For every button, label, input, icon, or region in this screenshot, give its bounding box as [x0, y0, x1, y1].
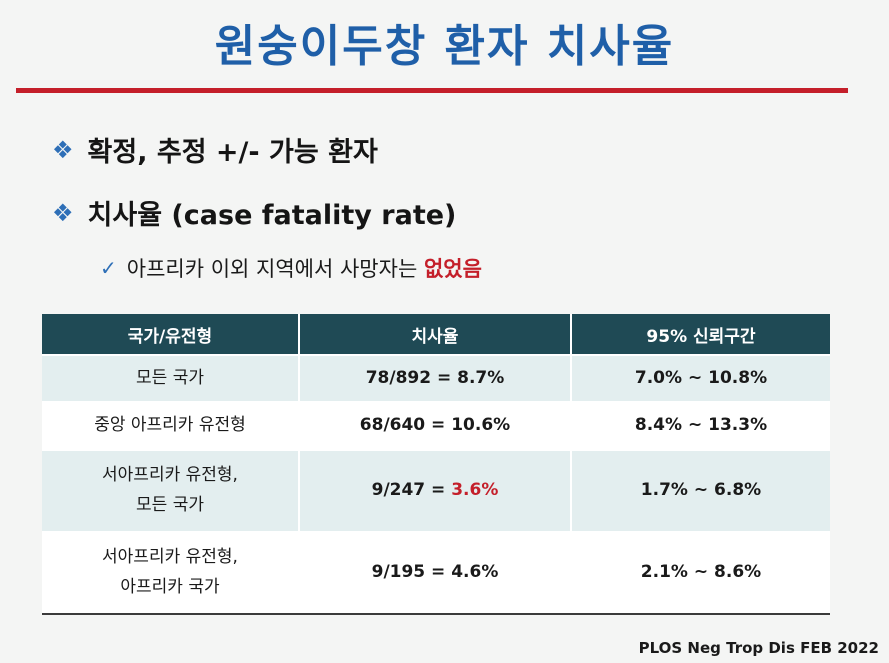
sub-bullet: ✓ 아프리카 이외 지역에서 사망자는 없었음 [100, 253, 482, 283]
header-cfr: 치사율 [298, 314, 571, 355]
cfr-highlight: 3.6% [451, 480, 499, 501]
ci-cell: 8.4% ~ 13.3% [570, 401, 830, 450]
header-group: 국가/유전형 [42, 314, 299, 355]
cfr-cell: 9/195 = 4.6% [298, 531, 571, 615]
cfr-cell: 9/247 = 3.6% [298, 449, 571, 532]
group-cell: 서아프리카 유전형, 아프리카 국가 [42, 531, 299, 615]
table-row: 모든 국가 78/892 = 8.7% 7.0% ~ 10.8% [42, 354, 830, 402]
group-cell: 모든 국가 [42, 354, 299, 402]
ci-cell: 1.7% ~ 6.8% [570, 449, 830, 532]
bullet-1: ❖ 확정, 추정 +/- 가능 환자 [52, 130, 378, 169]
header-ci: 95% 신뢰구간 [570, 314, 830, 355]
diamond-bullet-icon: ❖ [52, 198, 74, 227]
source-citation: PLOS Neg Trop Dis FEB 2022 [638, 639, 879, 657]
group-cell: 서아프리카 유전형, 모든 국가 [42, 449, 299, 532]
fatality-table: 국가/유전형 치사율 95% 신뢰구간 모든 국가 78/892 = 8.7% … [42, 314, 830, 615]
sub-bullet-text: 아프리카 이외 지역에서 사망자는 없었음 [126, 257, 482, 281]
diamond-bullet-icon: ❖ [52, 135, 74, 164]
table-row: 서아프리카 유전형, 아프리카 국가 9/195 = 4.6% 2.1% ~ 8.… [42, 531, 830, 615]
cfr-cell: 68/640 = 10.6% [298, 401, 571, 450]
bullet-2-text: 치사율 (case fatality rate) [87, 200, 457, 231]
title-divider [16, 88, 848, 93]
ci-cell: 7.0% ~ 10.8% [570, 354, 830, 402]
bullet-2: ❖ 치사율 (case fatality rate) [52, 193, 456, 232]
ci-cell: 2.1% ~ 8.6% [570, 531, 830, 615]
checkmark-icon: ✓ [100, 256, 117, 280]
slide-title: 원숭이두창 환자 치사율 [214, 21, 675, 72]
table-row: 서아프리카 유전형, 모든 국가 9/247 = 3.6% 1.7% ~ 6.8% [42, 449, 830, 532]
table-row: 중앙 아프리카 유전형 68/640 = 10.6% 8.4% ~ 13.3% [42, 401, 830, 450]
sub-bullet-highlight: 없었음 [423, 257, 482, 281]
cfr-cell: 78/892 = 8.7% [298, 354, 571, 402]
group-cell: 중앙 아프리카 유전형 [42, 401, 299, 450]
bullet-1-text: 확정, 추정 +/- 가능 환자 [87, 137, 378, 168]
table-header-row: 국가/유전형 치사율 95% 신뢰구간 [42, 314, 830, 355]
